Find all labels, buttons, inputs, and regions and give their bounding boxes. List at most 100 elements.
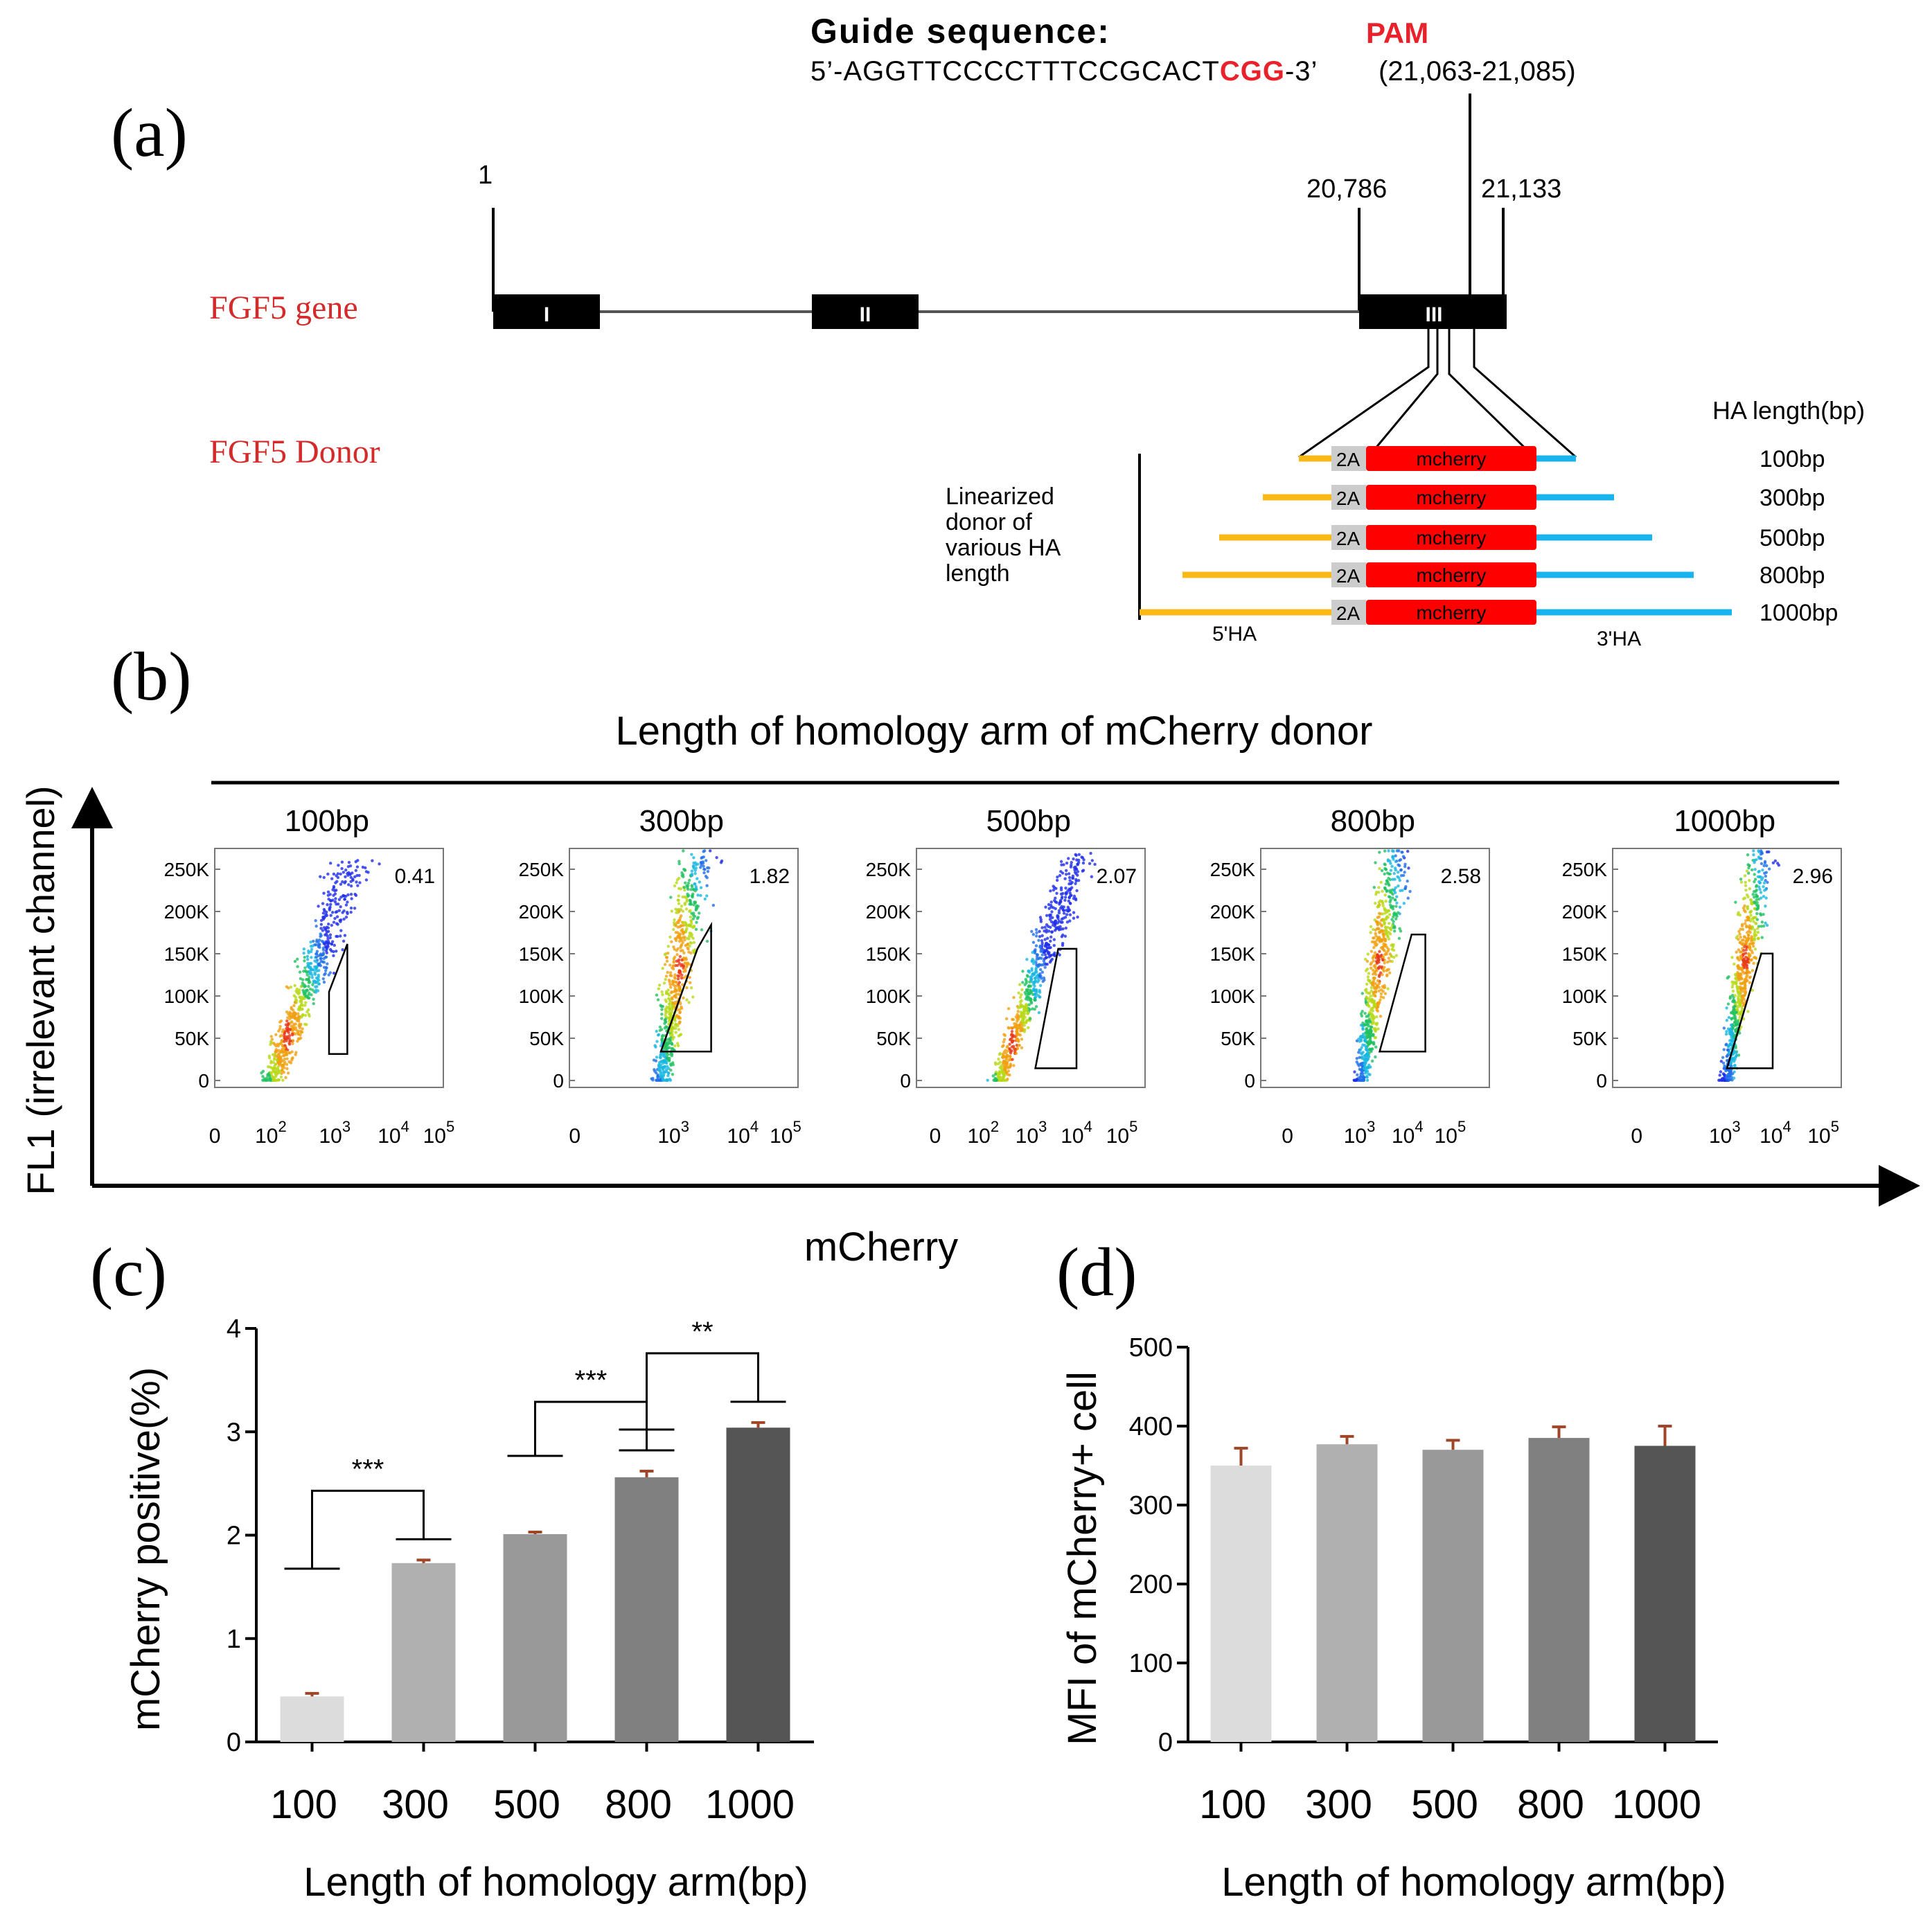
flow-dot	[1070, 860, 1073, 864]
flow-dot	[341, 880, 344, 884]
flow-dot	[353, 892, 357, 896]
chart-bar	[1528, 1438, 1590, 1742]
flow-dot	[998, 1066, 1002, 1069]
flow-dot	[1751, 969, 1755, 972]
flow-dot	[684, 907, 689, 911]
flow-dot	[1034, 992, 1037, 996]
flow-dot	[1053, 898, 1056, 902]
flow-y-label: FL1 (irrelevant channel)	[19, 785, 62, 1195]
flow-y-tick: 50K	[1221, 1028, 1255, 1049]
flow-dot	[702, 871, 706, 875]
flow-dot	[1018, 1044, 1021, 1047]
flow-dot	[1760, 920, 1764, 924]
flow-dot	[1012, 1064, 1016, 1067]
flow-dot	[344, 880, 347, 884]
flow-dot	[321, 953, 324, 957]
flow-dot	[1004, 1061, 1009, 1065]
flow-dot	[993, 1061, 998, 1065]
flow-dot	[1731, 983, 1735, 986]
flow-dot	[1037, 1011, 1041, 1015]
flow-dot	[280, 1040, 283, 1044]
flow-dot	[1751, 951, 1754, 954]
flow-dot	[285, 1019, 289, 1023]
flow-dot	[1369, 995, 1372, 998]
flow-dot	[335, 889, 338, 892]
flow-dot	[671, 1002, 675, 1005]
flow-dot	[274, 1054, 278, 1058]
flow-dot	[1029, 1017, 1032, 1021]
flow-dot	[1737, 929, 1741, 934]
flow-dot	[654, 1045, 657, 1049]
flow-dot	[1762, 881, 1766, 885]
flow-dot	[1365, 1076, 1369, 1079]
guide-pam: CGG	[1220, 56, 1285, 87]
flow-dot	[337, 864, 340, 867]
flow-dot	[1067, 872, 1071, 875]
flow-dot	[1757, 936, 1760, 941]
flow-dot	[998, 1071, 1002, 1076]
flow-dot	[1038, 929, 1041, 933]
flow-dot	[681, 983, 684, 986]
flow-dot	[1395, 895, 1399, 898]
flow-dot	[319, 959, 323, 963]
flow-dot	[1760, 896, 1763, 900]
flow-dot	[1726, 1048, 1730, 1052]
donor-mcherry-label: mcherry	[1416, 448, 1486, 470]
flow-dot	[300, 1000, 303, 1004]
flow-dot	[1027, 970, 1031, 974]
flow-gate	[659, 921, 712, 1053]
flow-dot	[316, 989, 320, 993]
flow-dot	[312, 939, 315, 943]
flow-dot	[1753, 859, 1757, 862]
flow-dot	[1390, 849, 1394, 853]
flow-dot	[1384, 929, 1388, 932]
guide-sequence: 5’-AGGTTCCCCTTTCCGCACTCGG-3’	[810, 56, 1318, 87]
flow-dot	[677, 1020, 682, 1024]
flow-y-tick: 250K	[519, 859, 565, 880]
flow-x-tick: 103	[1016, 1118, 1047, 1148]
linearized-line-4: length	[946, 560, 1010, 587]
flow-dot	[1007, 1066, 1010, 1069]
flow-dot	[1041, 979, 1045, 984]
flow-dot	[319, 956, 323, 960]
flow-dot	[1090, 859, 1094, 862]
chart-bar	[726, 1427, 790, 1742]
donor-length-label: 100bp	[1760, 446, 1825, 472]
flow-dot	[1383, 893, 1387, 897]
flow-dot	[1767, 867, 1771, 871]
flow-dot	[1370, 1047, 1374, 1051]
flow-dot	[1012, 995, 1016, 999]
flow-dot	[680, 905, 684, 908]
flow-dot	[1038, 945, 1042, 949]
flow-dot	[298, 970, 302, 974]
flow-dot	[1737, 990, 1740, 994]
flow-dot	[1017, 1014, 1020, 1018]
flow-dot	[696, 893, 700, 897]
flow-dot	[1002, 1059, 1006, 1063]
flow-dot	[324, 928, 328, 932]
flow-dot	[275, 1058, 279, 1062]
flow-x-tick-base: 10	[1709, 1125, 1732, 1148]
flow-dot	[1373, 951, 1377, 954]
flow-dot	[1374, 981, 1377, 986]
flow-dot	[1066, 905, 1070, 909]
flow-dot	[292, 1004, 296, 1008]
flow-dot	[1060, 863, 1063, 866]
flow-dot	[1057, 911, 1061, 915]
flow-dot	[1374, 861, 1377, 864]
flow-dot	[300, 1008, 303, 1011]
flow-dot	[1057, 909, 1061, 912]
flow-dot	[342, 894, 346, 898]
flow-dot	[326, 893, 330, 897]
chart-y-tick: 200	[1129, 1570, 1173, 1599]
flow-dot	[278, 1024, 282, 1029]
flow-x-tick-base: 10	[770, 1125, 792, 1148]
flow-x-tick-base: 10	[1106, 1125, 1129, 1148]
flow-dot	[1049, 939, 1052, 943]
flow-dot	[1068, 913, 1072, 916]
flow-dot	[689, 922, 693, 925]
flow-dot	[1043, 938, 1047, 941]
flow-dot	[1742, 935, 1746, 938]
flow-dot	[1361, 1061, 1365, 1065]
flow-dot	[1398, 878, 1401, 882]
